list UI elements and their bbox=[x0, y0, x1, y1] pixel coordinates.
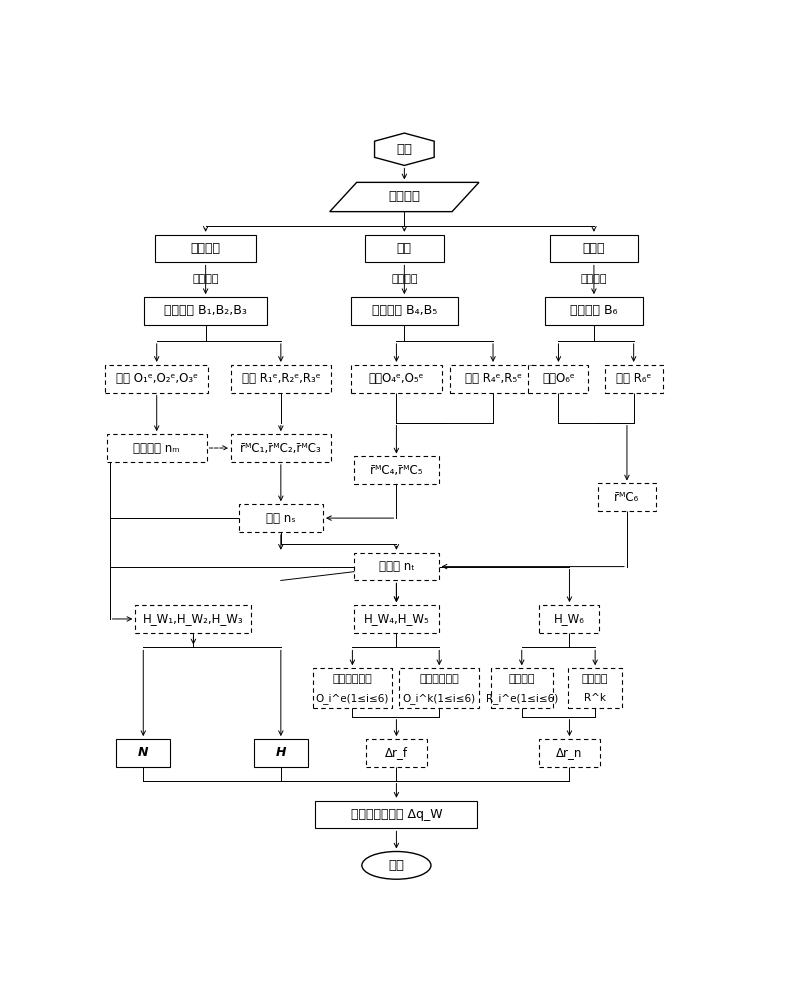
Bar bbox=[529, 365, 589, 393]
Bar bbox=[231, 365, 331, 393]
Text: 测点数据: 测点数据 bbox=[388, 190, 421, 204]
Text: H_W₁,H_W₂,H_W₃: H_W₁,H_W₂,H_W₃ bbox=[143, 612, 244, 625]
Bar bbox=[604, 365, 663, 393]
Bar bbox=[351, 297, 458, 325]
Text: r̄ᴹC₆: r̄ᴹC₆ bbox=[615, 491, 639, 504]
Bar bbox=[316, 801, 477, 828]
Text: r̄ᴹC₄,r̄ᴹC₅: r̄ᴹC₄,r̄ᴹC₅ bbox=[370, 464, 423, 477]
Text: 拟合计算: 拟合计算 bbox=[193, 274, 219, 284]
Bar bbox=[155, 235, 256, 262]
Text: 半径 R₆ᵉ: 半径 R₆ᵉ bbox=[616, 372, 652, 385]
Text: 半径 R₁ᵉ,R₂ᵉ,R₃ᵉ: 半径 R₁ᵉ,R₂ᵉ,R₃ᵉ bbox=[241, 372, 320, 385]
Bar bbox=[238, 504, 323, 532]
Ellipse shape bbox=[362, 852, 431, 879]
Bar bbox=[106, 365, 208, 393]
Text: 开始: 开始 bbox=[396, 143, 413, 156]
Bar bbox=[491, 668, 553, 708]
Text: 侧面 nₛ: 侧面 nₛ bbox=[266, 512, 296, 525]
Bar bbox=[231, 434, 331, 462]
Text: 球心O₄ᵉ,O₅ᵉ: 球心O₄ᵉ,O₅ᵉ bbox=[368, 372, 424, 385]
Text: N: N bbox=[138, 746, 148, 759]
Text: 实际球心位置: 实际球心位置 bbox=[332, 674, 372, 684]
Bar bbox=[539, 739, 600, 767]
Text: 一个球面 B₆: 一个球面 B₆ bbox=[570, 304, 618, 317]
Text: H_W₄,H_W₅: H_W₄,H_W₅ bbox=[364, 612, 429, 625]
Bar bbox=[545, 297, 643, 325]
Text: 实际半径: 实际半径 bbox=[509, 674, 535, 684]
Bar bbox=[116, 739, 170, 767]
Text: 半径 R₄ᵉ,R₅ᵉ: 半径 R₄ᵉ,R₅ᵉ bbox=[465, 372, 522, 385]
Text: 理论球心位置: 理论球心位置 bbox=[419, 674, 459, 684]
Text: O_i^e(1≤i≤6): O_i^e(1≤i≤6) bbox=[316, 693, 389, 704]
Text: Δr_f: Δr_f bbox=[385, 746, 408, 759]
Bar bbox=[365, 235, 444, 262]
Bar bbox=[540, 605, 600, 633]
Text: O_i^k(1≤i≤6): O_i^k(1≤i≤6) bbox=[402, 693, 476, 704]
Text: 球心O₆ᵉ: 球心O₆ᵉ bbox=[542, 372, 575, 385]
Text: 主定位面: 主定位面 bbox=[191, 242, 221, 255]
Bar bbox=[353, 456, 439, 484]
Text: 两个球面 B₄,B₅: 两个球面 B₄,B₅ bbox=[372, 304, 437, 317]
Bar bbox=[451, 365, 536, 393]
Text: 拟合计算: 拟合计算 bbox=[581, 274, 608, 284]
Text: R^k: R^k bbox=[584, 693, 606, 703]
Bar bbox=[399, 668, 479, 708]
Text: 球心 O₁ᵉ,O₂ᵉ,O₃ᵉ: 球心 O₁ᵉ,O₂ᵉ,O₃ᵉ bbox=[116, 372, 198, 385]
Text: 主定位面 nₘ: 主定位面 nₘ bbox=[133, 442, 180, 455]
Text: 拟合计算: 拟合计算 bbox=[391, 274, 417, 284]
Bar bbox=[312, 668, 392, 708]
Text: 止推面 nₜ: 止推面 nₜ bbox=[379, 560, 414, 573]
Bar bbox=[254, 739, 308, 767]
Bar bbox=[136, 605, 252, 633]
Text: Δr_n: Δr_n bbox=[556, 746, 582, 759]
Bar bbox=[107, 434, 207, 462]
Text: H: H bbox=[275, 746, 286, 759]
Text: H_W₆: H_W₆ bbox=[554, 612, 585, 625]
Text: 三个球面 B₁,B₂,B₃: 三个球面 B₁,B₂,B₃ bbox=[164, 304, 247, 317]
Text: 理论半径: 理论半径 bbox=[582, 674, 608, 684]
Text: 结束: 结束 bbox=[388, 859, 405, 872]
Bar bbox=[353, 605, 439, 633]
Bar bbox=[354, 553, 439, 580]
Text: 侧面: 侧面 bbox=[397, 242, 412, 255]
Text: 工件的位置偏差 Δq_W: 工件的位置偏差 Δq_W bbox=[350, 808, 442, 821]
Text: R_i^e(1≤i≤6): R_i^e(1≤i≤6) bbox=[486, 693, 558, 704]
Polygon shape bbox=[330, 182, 479, 212]
Text: r̄ᴹC₁,r̄ᴹC₂,r̄ᴹC₃: r̄ᴹC₁,r̄ᴹC₂,r̄ᴹC₃ bbox=[241, 442, 321, 455]
Bar bbox=[366, 739, 427, 767]
Bar bbox=[351, 365, 442, 393]
Bar bbox=[568, 668, 622, 708]
Bar bbox=[550, 235, 638, 262]
Polygon shape bbox=[375, 133, 434, 165]
Text: 止推面: 止推面 bbox=[582, 242, 605, 255]
Bar bbox=[598, 483, 656, 511]
Bar bbox=[144, 297, 267, 325]
